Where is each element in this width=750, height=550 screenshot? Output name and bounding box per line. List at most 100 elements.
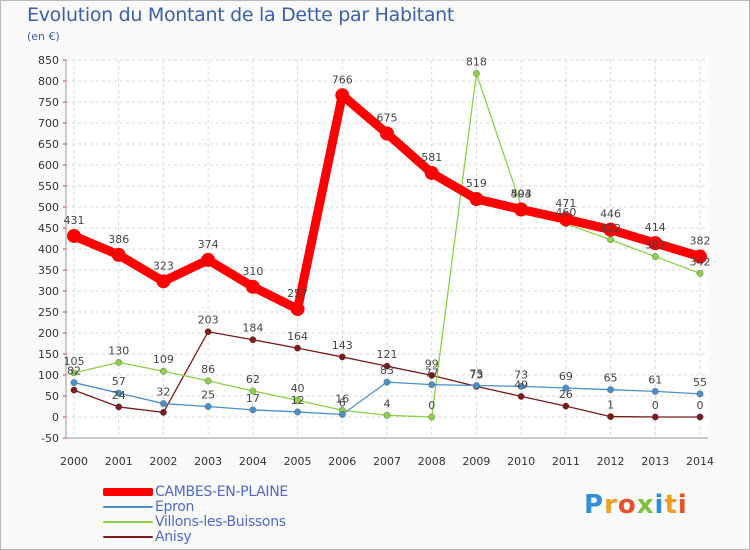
data-label: 49 <box>514 378 528 391</box>
data-label: 73 <box>514 368 528 381</box>
data-point <box>383 411 391 419</box>
chart-title: Evolution du Montant de la Dette par Hab… <box>27 4 455 26</box>
data-point <box>380 126 394 141</box>
data-label: 83 <box>380 364 394 377</box>
data-point <box>562 384 570 392</box>
data-point <box>607 386 614 394</box>
data-point <box>338 411 346 418</box>
data-point <box>294 344 301 352</box>
data-point <box>160 367 167 375</box>
data-point <box>160 400 167 407</box>
data-label: 382 <box>690 235 711 248</box>
data-label: 422 <box>600 222 621 235</box>
data-point <box>558 212 573 227</box>
data-label: 184 <box>242 322 263 335</box>
y-tick-label: 300 <box>38 285 59 298</box>
data-label: 61 <box>648 373 662 386</box>
data-point <box>115 389 123 397</box>
legend-swatch <box>103 488 153 496</box>
data-label: 99 <box>425 357 439 370</box>
data-point <box>245 279 260 294</box>
y-tick-label: 500 <box>38 201 59 214</box>
data-label: 818 <box>466 55 487 68</box>
data-point <box>67 228 81 243</box>
x-tick-label: 2002 <box>149 455 177 468</box>
legend-swatch <box>103 506 153 508</box>
data-point <box>335 88 350 103</box>
data-point <box>70 386 78 394</box>
data-point <box>204 403 212 410</box>
y-tick-label: -50 <box>41 432 59 445</box>
y-tick-label: 600 <box>38 159 59 172</box>
data-label: 386 <box>108 233 129 246</box>
x-tick-label: 2014 <box>686 455 714 468</box>
data-label: 257 <box>287 287 308 300</box>
data-point <box>517 393 525 400</box>
data-label: 1 <box>607 399 614 412</box>
data-label: 766 <box>332 73 353 86</box>
y-tick-label: 200 <box>38 327 59 340</box>
data-point <box>204 328 212 336</box>
data-point <box>70 369 78 377</box>
data-point <box>651 413 659 421</box>
data-label: 431 <box>64 214 85 227</box>
data-label: 503 <box>511 188 532 201</box>
data-label: 0 <box>652 399 659 412</box>
y-tick-label: 450 <box>38 222 59 235</box>
y-tick-label: 50 <box>45 390 59 403</box>
data-label: 32 <box>156 386 170 399</box>
data-label: 55 <box>693 376 707 389</box>
chart-subtitle: (en €) <box>27 30 60 43</box>
data-label: 6 <box>339 396 346 409</box>
data-point <box>428 372 436 379</box>
y-tick-label: 400 <box>38 243 59 256</box>
data-label: 0 <box>697 399 704 412</box>
data-label: 143 <box>332 339 353 352</box>
x-tick-label: 2010 <box>507 455 535 468</box>
data-label: 24 <box>112 389 126 402</box>
y-tick-label: 100 <box>38 369 59 382</box>
data-point <box>115 403 123 411</box>
data-point <box>290 302 305 317</box>
data-label: 446 <box>600 208 621 221</box>
x-tick-label: 2012 <box>597 455 625 468</box>
data-point <box>156 274 171 289</box>
x-tick-label: 2007 <box>373 455 401 468</box>
data-point <box>383 378 391 386</box>
data-label: 62 <box>246 373 260 386</box>
data-label: 471 <box>555 197 576 210</box>
data-label: 460 <box>555 206 576 219</box>
data-label: 109 <box>153 353 174 366</box>
legend-label: Anisy <box>155 529 192 545</box>
data-label: 164 <box>287 330 308 343</box>
x-tick-label: 2001 <box>105 455 133 468</box>
x-tick-label: 2008 <box>418 455 446 468</box>
data-label: 414 <box>645 221 666 234</box>
y-tick-label: 250 <box>38 306 59 319</box>
data-point <box>294 408 301 416</box>
x-tick-label: 2004 <box>239 455 267 468</box>
data-point <box>696 413 704 421</box>
y-tick-label: 750 <box>38 96 59 109</box>
data-label: 73 <box>469 368 483 381</box>
x-tick-label: 2009 <box>462 455 490 468</box>
data-point <box>514 202 529 217</box>
data-label: 25 <box>201 389 215 402</box>
data-label: 12 <box>291 394 305 407</box>
data-label: 519 <box>466 177 487 190</box>
data-label: 310 <box>242 265 263 278</box>
data-label: 105 <box>64 355 85 368</box>
x-tick-label: 2013 <box>641 455 669 468</box>
data-point <box>607 413 614 420</box>
data-point <box>111 247 126 262</box>
data-label: 77 <box>425 367 439 380</box>
y-tick-label: 700 <box>38 117 59 130</box>
data-point <box>204 377 212 385</box>
data-point <box>70 379 78 386</box>
data-label: 0 <box>428 399 435 412</box>
data-point <box>696 269 704 277</box>
x-tick-label: 2011 <box>552 455 580 468</box>
data-point <box>469 192 484 207</box>
data-point <box>338 353 346 361</box>
